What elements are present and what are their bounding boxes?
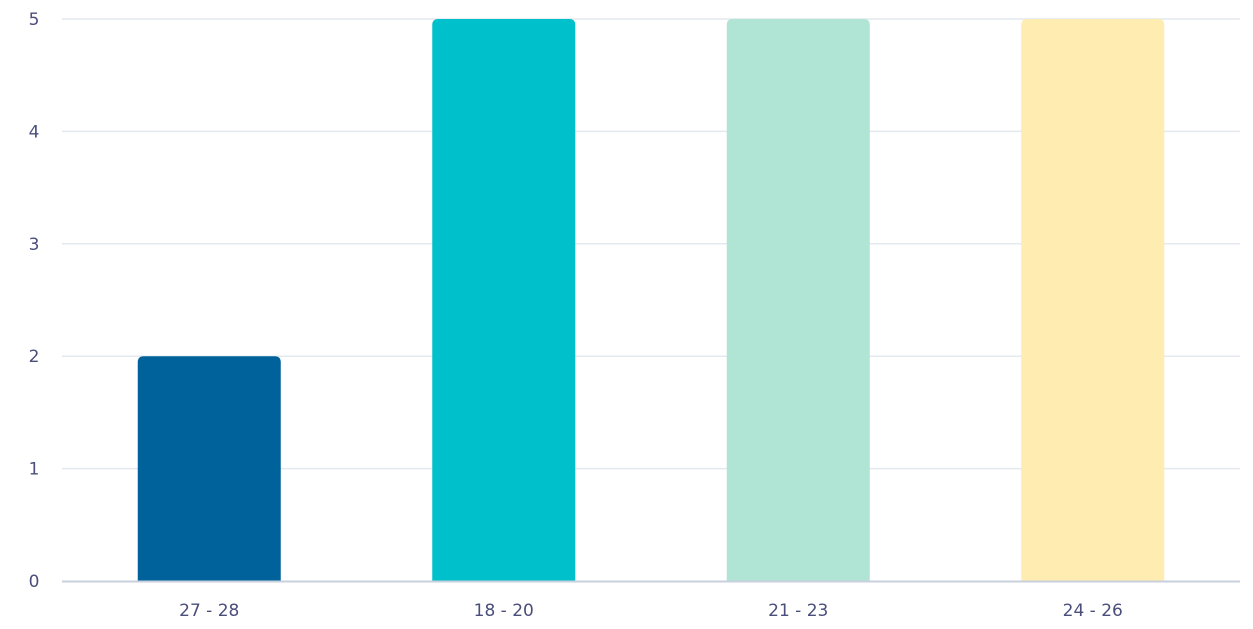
y-tick-label: 3: [29, 235, 40, 255]
y-tick-label: 1: [29, 460, 40, 480]
x-tick-label: 24 - 26: [1063, 601, 1123, 621]
x-tick-label: 18 - 20: [474, 601, 534, 621]
x-axis-ticks: 27 - 28 18 - 20 21 - 23 24 - 26: [179, 601, 1123, 621]
x-tick-label: 27 - 28: [179, 601, 239, 621]
y-tick-label: 4: [29, 122, 40, 142]
y-tick-label: 5: [29, 10, 40, 30]
bar-21-23[interactable]: [726, 19, 870, 581]
bars: [137, 19, 1165, 581]
x-tick-label: 21 - 23: [768, 601, 828, 621]
bar-24-26[interactable]: [1021, 19, 1165, 581]
y-tick-label: 2: [29, 347, 40, 367]
y-axis-ticks: 0 1 2 3 4 5: [29, 10, 40, 592]
bar-27-28[interactable]: [137, 356, 281, 581]
y-tick-label: 0: [29, 572, 40, 592]
bar-18-20[interactable]: [432, 19, 576, 581]
